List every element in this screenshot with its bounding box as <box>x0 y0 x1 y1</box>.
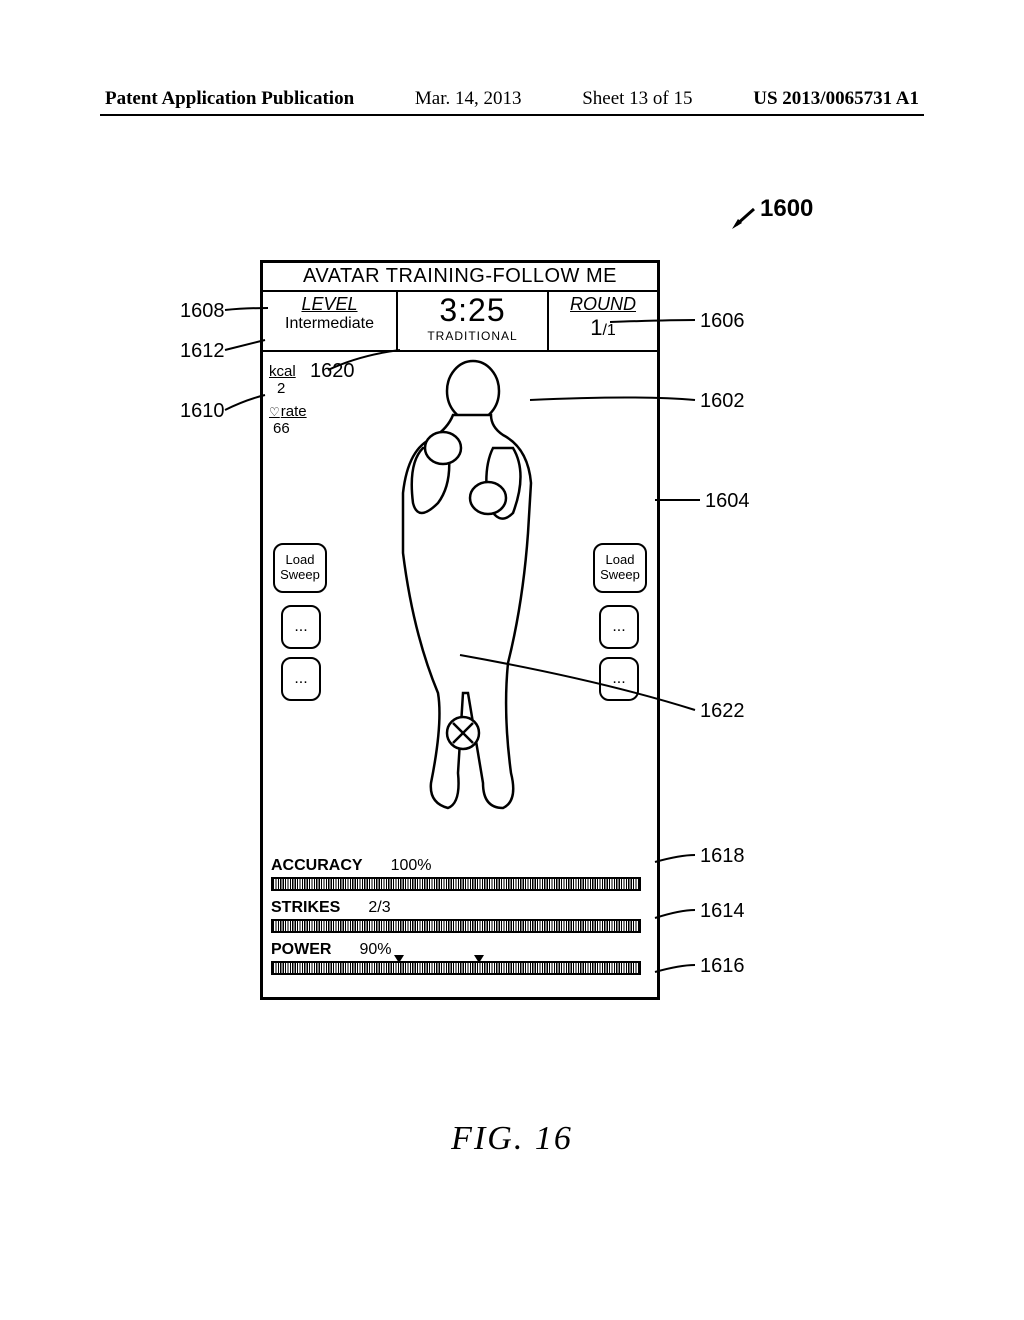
round-label: ROUND <box>549 294 657 315</box>
move-label: Sweep <box>275 568 325 583</box>
round-box: ROUND 1/1 <box>547 292 657 350</box>
callout-1606: 1606 <box>700 310 745 333</box>
move-label: Load <box>595 553 645 568</box>
callout-1612: 1612 <box>180 340 225 363</box>
move-tile-right-1[interactable]: Load Sweep <box>593 543 647 593</box>
move-label: ... <box>601 618 637 636</box>
pub-number: US 2013/0065731 A1 <box>753 88 919 110</box>
power-marker-1 <box>394 955 404 963</box>
level-label: LEVEL <box>263 294 396 315</box>
avatar-area: Load Sweep ... ... Load Sweep ... ... <box>263 353 657 823</box>
timer-mode: TRADITIONAL <box>398 329 547 343</box>
top-row: LEVEL Intermediate 3:25 TRADITIONAL ROUN… <box>263 292 657 352</box>
callout-1602: 1602 <box>700 390 745 413</box>
move-tile-right-3[interactable]: ... <box>599 657 639 701</box>
callout-1622: 1622 <box>700 700 745 723</box>
level-value: Intermediate <box>263 315 396 333</box>
move-label: ... <box>283 670 319 688</box>
power-value: 90% <box>359 941 391 958</box>
move-tile-left-1[interactable]: Load Sweep <box>273 543 327 593</box>
timer-value: 3:25 <box>398 292 547 329</box>
move-label: ... <box>283 618 319 636</box>
move-tile-left-2[interactable]: ... <box>281 605 321 649</box>
callout-1610: 1610 <box>180 400 225 423</box>
strikes-value: 2/3 <box>368 899 390 916</box>
callout-1608: 1608 <box>180 300 225 323</box>
page-header: Patent Application Publication Mar. 14, … <box>0 88 1024 110</box>
accuracy-row: ACCURACY 100% <box>271 857 651 891</box>
callout-1616: 1616 <box>700 955 745 978</box>
power-marker-2 <box>474 955 484 963</box>
move-label: ... <box>601 670 637 688</box>
strikes-bar <box>271 919 641 933</box>
power-bar <box>271 961 641 975</box>
move-label: Sweep <box>595 568 645 583</box>
move-tile-right-2[interactable]: ... <box>599 605 639 649</box>
round-current: 1 <box>590 315 602 340</box>
accuracy-value: 100% <box>391 857 432 874</box>
callout-1604: 1604 <box>705 490 750 513</box>
move-label: Load <box>275 553 325 568</box>
power-label: POWER <box>271 941 331 958</box>
level-box: LEVEL Intermediate <box>263 292 398 350</box>
accuracy-bar <box>271 877 641 891</box>
round-total: /1 <box>602 322 615 339</box>
callout-1618: 1618 <box>700 845 745 868</box>
pub-label: Patent Application Publication <box>105 88 354 110</box>
accuracy-label: ACCURACY <box>271 857 363 874</box>
pub-date: Mar. 14, 2013 <box>415 88 522 110</box>
figure-caption: FIG. 16 <box>0 1120 1024 1158</box>
arrow-1600-icon <box>730 205 760 230</box>
screen-title: AVATAR TRAINING-FOLLOW ME <box>263 263 657 292</box>
callout-1620: 1620 <box>310 360 355 383</box>
avatar-icon <box>353 353 573 823</box>
figure-ref-1600: 1600 <box>760 195 813 223</box>
bottom-bars: ACCURACY 100% STRIKES 2/3 POWER 90% <box>271 857 651 983</box>
power-row: POWER 90% <box>271 941 651 975</box>
strikes-row: STRIKES 2/3 <box>271 899 651 933</box>
callout-1614: 1614 <box>700 900 745 923</box>
strikes-label: STRIKES <box>271 899 340 916</box>
pub-sheet: Sheet 13 of 15 <box>582 88 692 110</box>
round-value: 1/1 <box>549 315 657 341</box>
move-tile-left-3[interactable]: ... <box>281 657 321 701</box>
timer-box: 3:25 TRADITIONAL <box>398 292 547 350</box>
header-rule <box>100 114 924 116</box>
